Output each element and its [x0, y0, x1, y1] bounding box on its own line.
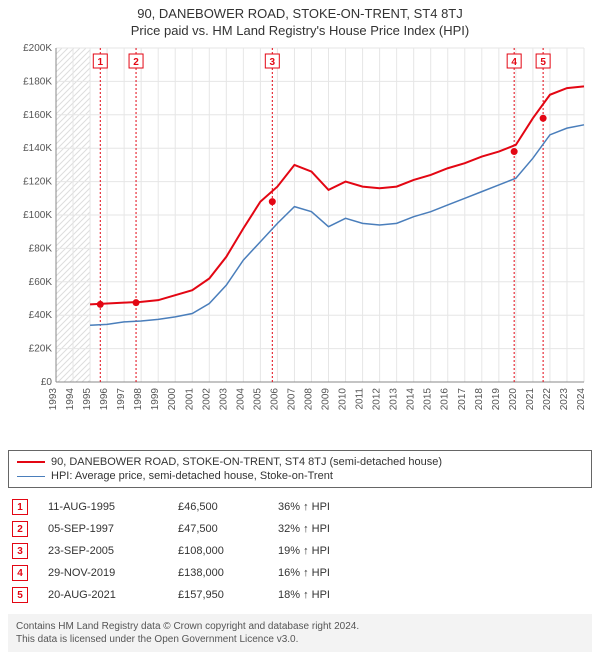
transactions-table: 1 11-AUG-1995 £46,500 36% ↑ HPI 2 05-SEP-1997… [8, 496, 592, 606]
legend-swatch [17, 461, 45, 463]
attribution-line1: Contains HM Land Registry data © Crown c… [16, 620, 584, 633]
title-block: 90, DANEBOWER ROAD, STOKE-ON-TRENT, ST4 … [8, 6, 592, 38]
transaction-marker: 3 [12, 543, 28, 559]
svg-text:2019: 2019 [491, 388, 502, 411]
legend-label: HPI: Average price, semi-detached house,… [51, 470, 333, 482]
svg-text:2003: 2003 [218, 388, 229, 411]
svg-text:2011: 2011 [355, 388, 366, 410]
svg-text:£180K: £180K [23, 76, 52, 87]
transaction-date: 05-SEP-1997 [48, 523, 158, 535]
svg-text:£140K: £140K [23, 143, 52, 154]
transaction-date: 23-SEP-2005 [48, 545, 158, 557]
svg-text:1998: 1998 [133, 388, 144, 411]
transaction-pct: 18% ↑ HPI [278, 589, 368, 601]
transaction-marker: 4 [12, 565, 28, 581]
legend-row: HPI: Average price, semi-detached house,… [17, 469, 583, 483]
svg-text:2007: 2007 [286, 388, 297, 411]
attribution-line2: This data is licensed under the Open Gov… [16, 633, 584, 646]
legend-label: 90, DANEBOWER ROAD, STOKE-ON-TRENT, ST4 … [51, 456, 442, 468]
transaction-price: £108,000 [178, 545, 258, 557]
svg-text:2010: 2010 [338, 388, 349, 411]
svg-text:£60K: £60K [29, 277, 53, 288]
transaction-row: 1 11-AUG-1995 £46,500 36% ↑ HPI [8, 496, 592, 518]
svg-text:1994: 1994 [65, 388, 76, 411]
transaction-marker: 1 [12, 499, 28, 515]
svg-text:3: 3 [270, 57, 276, 68]
transaction-date: 29-NOV-2019 [48, 567, 158, 579]
transaction-marker: 2 [12, 521, 28, 537]
page-container: 90, DANEBOWER ROAD, STOKE-ON-TRENT, ST4 … [0, 0, 600, 650]
transaction-row: 4 29-NOV-2019 £138,000 16% ↑ HPI [8, 562, 592, 584]
svg-text:£80K: £80K [29, 243, 53, 254]
svg-text:2014: 2014 [406, 388, 417, 411]
svg-text:£160K: £160K [23, 110, 52, 121]
transaction-row: 5 20-AUG-2021 £157,950 18% ↑ HPI [8, 584, 592, 606]
svg-text:2012: 2012 [372, 388, 383, 411]
svg-text:2: 2 [133, 57, 139, 68]
svg-text:1996: 1996 [99, 388, 110, 411]
svg-text:£200K: £200K [23, 43, 52, 54]
svg-text:2016: 2016 [440, 388, 451, 411]
attribution: Contains HM Land Registry data © Crown c… [8, 614, 592, 652]
svg-text:2018: 2018 [474, 388, 485, 411]
svg-text:4: 4 [511, 57, 517, 68]
title-main: 90, DANEBOWER ROAD, STOKE-ON-TRENT, ST4 … [8, 6, 592, 21]
transaction-price: £47,500 [178, 523, 258, 535]
title-sub: Price paid vs. HM Land Registry's House … [8, 23, 592, 38]
chart-svg: £0 £20K £40K £60K £80K £100K £120K £140K £160K £1… [8, 42, 592, 442]
svg-text:1995: 1995 [82, 388, 93, 411]
transaction-pct: 16% ↑ HPI [278, 567, 368, 579]
svg-text:1999: 1999 [150, 388, 161, 411]
svg-text:2000: 2000 [167, 388, 178, 411]
svg-text:5: 5 [540, 57, 546, 68]
legend: 90, DANEBOWER ROAD, STOKE-ON-TRENT, ST4 … [8, 450, 592, 488]
svg-text:1993: 1993 [48, 388, 59, 411]
transaction-row: 3 23-SEP-2005 £108,000 19% ↑ HPI [8, 540, 592, 562]
transaction-marker: 5 [12, 587, 28, 603]
svg-text:1: 1 [98, 57, 104, 68]
svg-text:2005: 2005 [252, 388, 263, 411]
legend-row: 90, DANEBOWER ROAD, STOKE-ON-TRENT, ST4 … [17, 455, 583, 469]
chart: £0 £20K £40K £60K £80K £100K £120K £140K £160K £1… [8, 42, 592, 442]
svg-text:2023: 2023 [559, 388, 570, 411]
transaction-price: £138,000 [178, 567, 258, 579]
svg-text:2020: 2020 [508, 388, 519, 411]
transaction-date: 11-AUG-1995 [48, 501, 158, 513]
svg-text:2002: 2002 [201, 388, 212, 411]
legend-swatch [17, 476, 45, 477]
svg-text:2015: 2015 [423, 388, 434, 411]
svg-text:£0: £0 [41, 377, 53, 388]
transaction-pct: 19% ↑ HPI [278, 545, 368, 557]
svg-text:2024: 2024 [576, 388, 587, 411]
svg-text:2009: 2009 [321, 388, 332, 411]
svg-text:£120K: £120K [23, 177, 52, 188]
svg-text:£100K: £100K [23, 210, 52, 221]
svg-text:2022: 2022 [542, 388, 553, 411]
svg-text:2001: 2001 [184, 388, 195, 411]
transaction-date: 20-AUG-2021 [48, 589, 158, 601]
svg-text:2021: 2021 [525, 388, 536, 411]
svg-text:2006: 2006 [269, 388, 280, 411]
svg-text:2004: 2004 [235, 388, 246, 411]
svg-text:2008: 2008 [303, 388, 314, 411]
svg-text:£20K: £20K [29, 344, 53, 355]
transaction-price: £46,500 [178, 501, 258, 513]
transaction-price: £157,950 [178, 589, 258, 601]
transaction-pct: 36% ↑ HPI [278, 501, 368, 513]
svg-text:2017: 2017 [457, 388, 468, 411]
svg-text:£40K: £40K [29, 310, 53, 321]
transaction-row: 2 05-SEP-1997 £47,500 32% ↑ HPI [8, 518, 592, 540]
svg-text:2013: 2013 [389, 388, 400, 411]
transaction-pct: 32% ↑ HPI [278, 523, 368, 535]
svg-text:1997: 1997 [116, 388, 127, 411]
